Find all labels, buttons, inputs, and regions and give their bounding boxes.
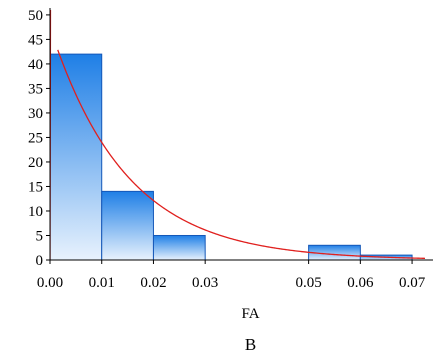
x-tick-label: 0.03 (192, 275, 218, 291)
x-tick-label: 0.07 (399, 275, 426, 291)
y-tick-label: 50 (28, 8, 43, 24)
y-tick-label: 35 (28, 81, 43, 97)
histogram-bar-0 (49, 53, 103, 261)
y-tick-label: 25 (28, 130, 43, 146)
y-tick-label: 15 (28, 179, 43, 195)
x-tick-label: 0.02 (140, 275, 166, 291)
histogram-bar-1 (101, 190, 154, 261)
axes-group (46, 8, 433, 264)
y-tick-label: 30 (28, 106, 43, 122)
y-tick-label: 40 (28, 57, 43, 73)
y-tick-label: 5 (36, 228, 44, 244)
panel-label: B (245, 335, 256, 354)
y-tick-label: 45 (28, 32, 43, 48)
y-tick-label: 20 (28, 155, 43, 171)
histogram-bar-2 (152, 234, 206, 261)
x-tick-label: 0.00 (37, 275, 63, 291)
x-tick-label: 0.06 (347, 275, 374, 291)
y-tick-label: 10 (28, 204, 43, 220)
x-tick-label: 0.05 (295, 275, 321, 291)
x-axis-title: FA (241, 306, 259, 322)
labels-group: 0 5 10 15 20 25 30 35 40 45 50 0.00 0.01 0.02 0.03 0.05… (28, 8, 426, 354)
x-tick-label: 0.01 (89, 275, 115, 291)
y-tick-label: 0 (36, 253, 44, 269)
bars-group (49, 53, 413, 261)
